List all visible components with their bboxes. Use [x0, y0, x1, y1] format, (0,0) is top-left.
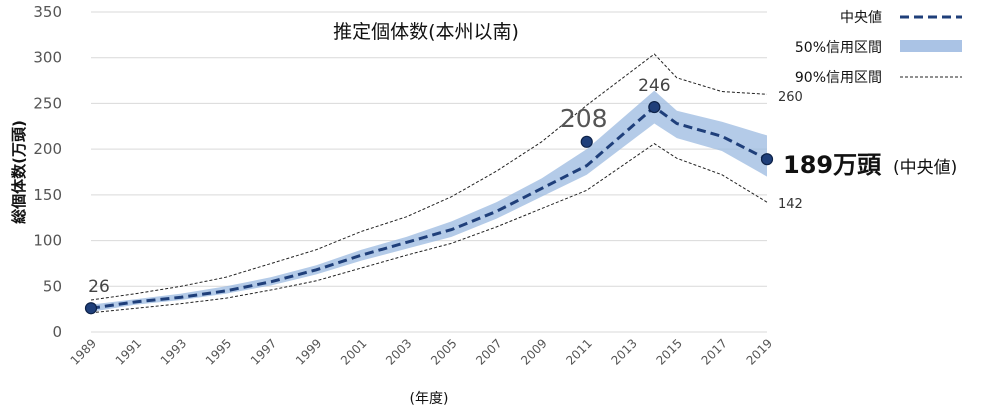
x-tick-label: 1997	[248, 336, 279, 367]
ci90-lower-line	[90, 143, 768, 314]
x-axis-label: (年度)	[410, 391, 449, 407]
x-tick-label: 1989	[68, 336, 99, 367]
y-tick-label: 100	[33, 232, 62, 250]
label-208: 208	[560, 104, 608, 133]
data-point	[580, 135, 593, 148]
x-tick-label: 2015	[653, 336, 684, 367]
y-tick-label: 300	[33, 49, 62, 67]
y-tick-label: 250	[33, 94, 62, 112]
label-142: 142	[778, 197, 803, 212]
x-tick-label: 2013	[608, 336, 639, 367]
x-tick-label: 1995	[203, 336, 234, 367]
label-median-note: (中央値)	[893, 158, 957, 178]
y-tick-label: 350	[33, 3, 62, 21]
y-tick-label: 200	[33, 140, 62, 158]
legend-label-median: 中央値	[840, 10, 882, 26]
y-axis-label: 総個体数(万頭)	[10, 120, 28, 224]
legend-swatch-50	[900, 40, 962, 52]
x-tick-label: 2011	[563, 336, 594, 367]
label-260: 260	[778, 90, 803, 105]
legend-label-50: 50%信用区間	[795, 40, 882, 56]
data-point	[648, 100, 661, 114]
legend-label-90: 90%信用区間	[795, 70, 882, 86]
label-246: 246	[638, 76, 670, 96]
ci90-upper-line	[90, 53, 768, 301]
data-point	[760, 153, 774, 166]
label-189: 189万頭	[783, 151, 882, 179]
y-tick-label: 0	[52, 323, 62, 341]
x-tick-label: 2007	[473, 336, 504, 367]
label-26: 26	[88, 277, 110, 297]
x-tick-label: 2019	[744, 336, 775, 367]
x-tick-label: 1993	[158, 336, 189, 367]
band-50	[91, 90, 767, 312]
x-tick-label: 2003	[383, 336, 414, 367]
y-tick-label: 50	[43, 277, 62, 295]
chart-title: 推定個体数(本州以南)	[333, 21, 519, 43]
x-tick-label: 1991	[113, 336, 144, 367]
median-line	[90, 105, 768, 310]
y-tick-label: 150	[33, 186, 62, 204]
x-tick-label: 2005	[428, 336, 459, 367]
data-point	[84, 302, 98, 315]
x-tick-label: 1999	[293, 336, 324, 367]
x-tick-label: 2009	[518, 336, 549, 367]
x-tick-label: 2017	[699, 336, 730, 367]
x-tick-label: 2001	[338, 336, 369, 367]
